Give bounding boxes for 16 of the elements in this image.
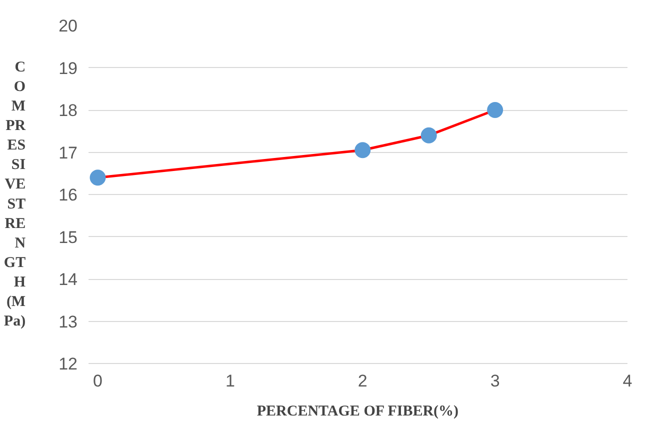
x-tick-label: 2 bbox=[358, 372, 368, 390]
x-tick-label: 3 bbox=[490, 372, 500, 390]
x-axis-title: PERCENTAGE OF FIBER(%) bbox=[256, 404, 459, 420]
y-tick-label: 19 bbox=[58, 58, 78, 78]
y-tick-label: 16 bbox=[58, 186, 78, 204]
y-tick-label: 12 bbox=[58, 354, 78, 374]
x-tick-label: 1 bbox=[225, 372, 235, 390]
y-tick-label: 15 bbox=[58, 228, 78, 247]
y-tick-label: 14 bbox=[58, 270, 78, 289]
x-tick-label: 4 bbox=[622, 372, 632, 390]
text: C O M PR ES SI VE ST RE N GT H (M Pa) bbox=[4, 60, 26, 330]
y-tick-label: 17 bbox=[58, 143, 78, 162]
y-tick-label: 18 bbox=[58, 101, 78, 120]
y-tick-label: 13 bbox=[58, 312, 78, 332]
x-tick-label: 0 bbox=[93, 372, 103, 390]
y-tick-label: 20 bbox=[58, 16, 78, 36]
